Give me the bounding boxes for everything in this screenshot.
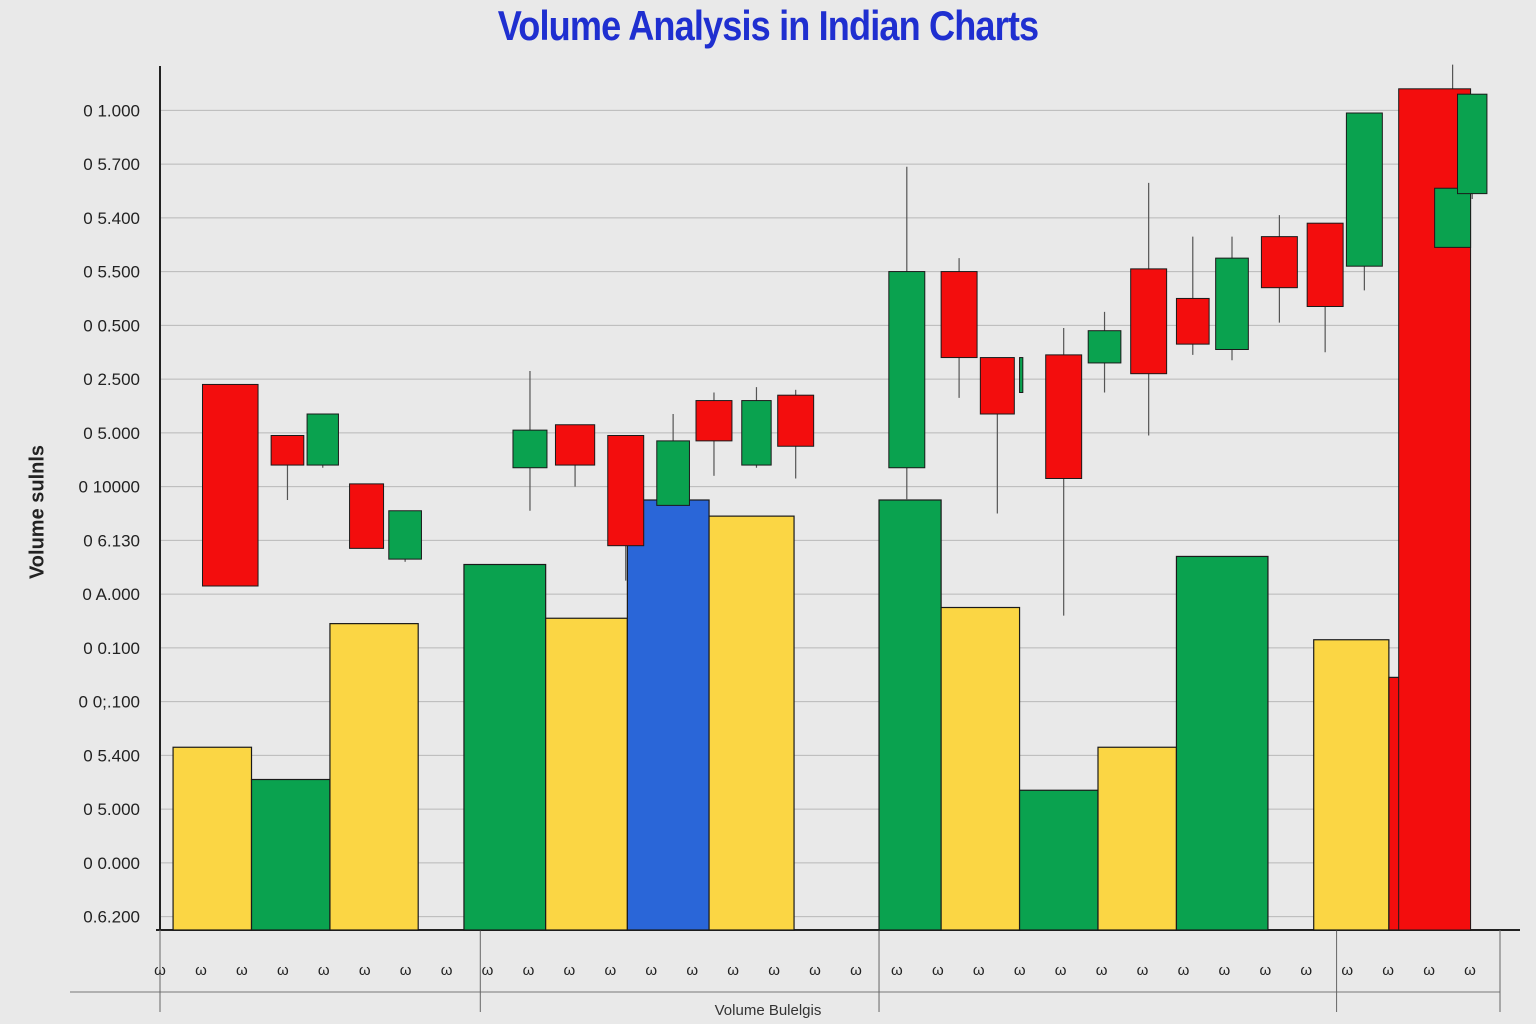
x-tick-label: ω [482,962,494,979]
candle-body [656,440,690,506]
candle-body [270,435,305,466]
candle-body [979,357,1015,415]
candle-body [554,424,596,466]
volume-bar [1018,789,1099,931]
chart-title: Volume Analysis in Indian Charts [497,2,1039,49]
volume-bar [708,515,795,931]
y-tick-label: 0 10000 [79,478,140,497]
y-tick-label: 0 5.400 [83,209,140,228]
x-tick-label: ω [1341,962,1353,979]
volume-bar [329,623,419,931]
x-tick-label: ω [1096,962,1108,979]
volume-bar [463,563,547,931]
x-tick-label: ω [1259,962,1271,979]
volume-bar [878,499,942,931]
y-tick-label: 0 6.130 [83,531,140,550]
x-tick-label: ω [318,962,330,979]
x-tick-label: ω [891,962,903,979]
candle-body [201,383,259,587]
y-tick-label: 0 5.000 [83,800,140,819]
x-tick-label: ω [1055,962,1067,979]
x-tick-label: ω [1382,962,1394,979]
x-tick-label: ω [1464,962,1476,979]
candle-body [349,483,385,549]
x-tick-label: ω [727,962,739,979]
x-tick-label: ω [277,962,289,979]
x-tick-label: ω [1300,962,1312,979]
volume-bar [545,617,628,931]
volume-bar [1097,746,1178,931]
candle-body [1306,222,1344,307]
candle-body [512,429,548,469]
candle-body [1260,236,1298,289]
volume-bar [1313,639,1390,931]
candle-body [695,400,733,442]
volume-bar [940,606,1021,931]
y-tick-label: 0 0.100 [83,639,140,658]
y-tick-label: 0 0.500 [83,316,140,335]
candle-body [388,510,422,560]
x-tick-label: ω [1014,962,1026,979]
x-tick-label: ω [809,962,821,979]
y-tick-label: 0 A.000 [82,585,140,604]
candle-body [1045,354,1083,479]
candle-body [306,413,339,466]
x-tick-label: ω [850,962,862,979]
x-tick-label: ω [645,962,657,979]
candle-body [777,394,815,447]
volume-bar [1175,555,1269,931]
candle-body [1345,112,1383,267]
y-tick-label: 0 0;.100 [79,693,140,712]
x-tick-label: ω [441,962,453,979]
x-tick-label: ω [1178,962,1190,979]
y-tick-label: 0.6.200 [83,908,140,927]
y-tick-label: 0 5.000 [83,424,140,443]
candle-body [1175,297,1210,345]
x-tick-label: ω [686,962,698,979]
volume-bar [626,499,710,931]
x-tick-label: ω [1219,962,1231,979]
y-tick-label: 0 5.400 [83,746,140,765]
x-tick-label: ω [564,962,576,979]
candle-body [888,271,926,469]
candle-body [1457,93,1488,195]
y-tick-label: 0 0.000 [83,854,140,873]
candle-body [1215,257,1249,350]
candle-body [741,400,772,466]
candle-body [1019,357,1024,393]
x-tick-label: ω [1137,962,1149,979]
x-tick-label: ω [604,962,616,979]
x-tick-label: ω [154,962,166,979]
candle-body [1434,187,1472,248]
y-tick-label: 0 2.500 [83,370,140,389]
x-tick-label: ω [768,962,780,979]
candle-body [940,271,978,359]
x-tick-label: ω [359,962,371,979]
x-tick-label: ω [400,962,412,979]
x-tick-label: ω [523,962,535,979]
x-tick-label: ω [1423,962,1435,979]
x-tick-label: ω [236,962,248,979]
candle-body [607,435,645,547]
y-tick-label: 0 5.500 [83,263,140,282]
x-axis-label: Volume Bulelgis [714,1002,822,1019]
candle-body [1130,268,1168,375]
y-tick-label: 0 1.000 [83,101,140,120]
x-tick-label: ω [973,962,985,979]
volume-bar [250,778,331,931]
candle-body [1087,330,1122,364]
x-tick-label: ω [932,962,944,979]
volume-bar [172,746,253,931]
y-tick-label: 0 5.700 [83,155,140,174]
x-tick-label: ω [195,962,207,979]
